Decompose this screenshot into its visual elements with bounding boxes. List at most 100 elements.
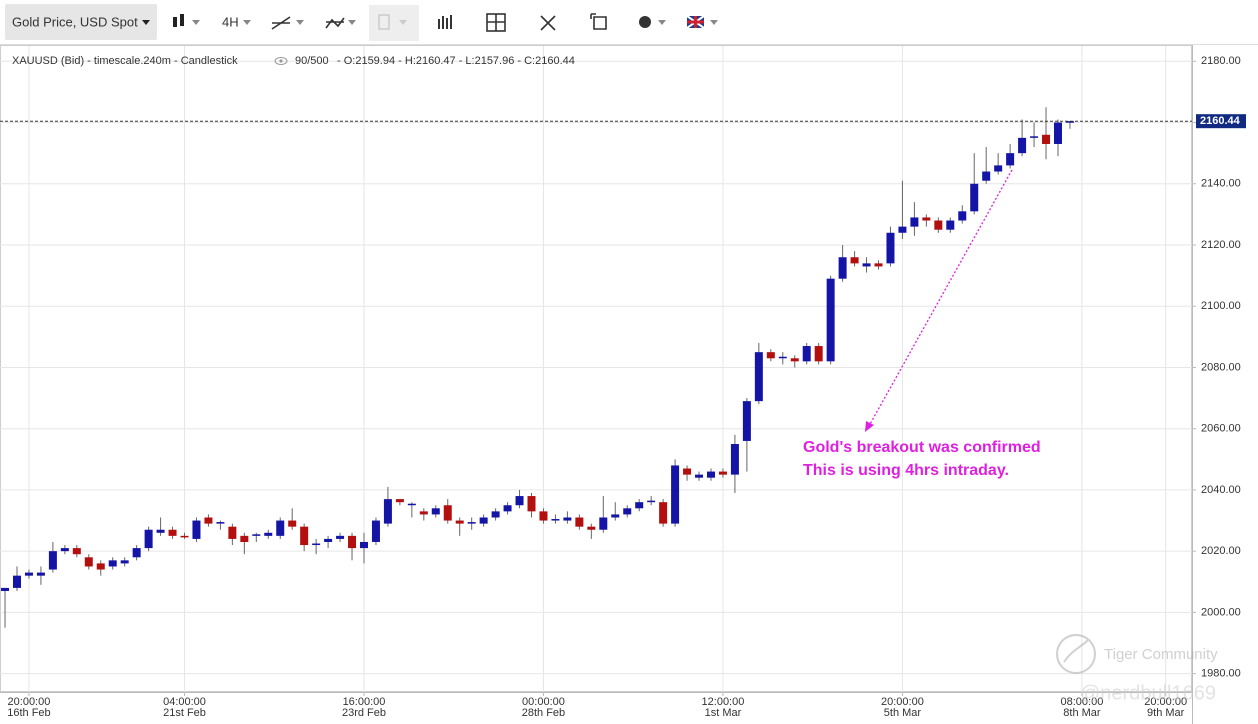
candle-body — [228, 526, 237, 539]
candle-body — [132, 548, 141, 558]
candle-body — [371, 520, 380, 542]
fullscreen-button[interactable] — [540, 15, 556, 31]
arrow-head — [865, 421, 874, 432]
candle-body — [48, 551, 57, 570]
draw-tool-button[interactable] — [271, 16, 304, 30]
candle-body — [659, 502, 668, 524]
watermark-user: @nerdbull1669 — [1080, 682, 1216, 704]
candle-body — [730, 444, 739, 475]
toolbar: Gold Price, USD Spot 4H — [0, 0, 1258, 45]
axes: 1980.00 2000.00 2020.00 2040.00 2060.00 2080.… — [0, 45, 1246, 724]
language-button[interactable] — [686, 15, 718, 29]
candle-body — [623, 508, 632, 515]
x-tick-date: 28th Feb — [522, 707, 565, 719]
crosshair-button[interactable] — [486, 13, 506, 32]
candle-body — [467, 522, 476, 524]
candle-body — [84, 557, 93, 567]
candle-body — [431, 508, 440, 515]
interval-button[interactable]: 4H — [222, 14, 239, 29]
candle-body — [144, 529, 153, 549]
dropdown-arrow[interactable] — [142, 20, 150, 25]
candle-body — [324, 538, 333, 542]
disabled-icon — [378, 14, 390, 30]
last-price-box — [1196, 114, 1246, 129]
candle-body — [479, 517, 488, 524]
x-tick-date: 23rd Feb — [342, 707, 386, 719]
candle-body — [850, 257, 859, 264]
candle-body — [754, 352, 763, 402]
x-tick-label: 20:00:00 — [8, 696, 51, 708]
candle-body — [180, 535, 189, 538]
x-tick-label: 08:00:00 — [1061, 696, 1104, 708]
candle-body — [168, 529, 177, 536]
watermark-logo — [1056, 634, 1096, 674]
candle-body — [156, 529, 165, 533]
candle-body — [742, 401, 751, 441]
candle-body — [790, 358, 799, 362]
candle-body — [515, 496, 524, 506]
x-tick-label: 04:00:00 — [163, 696, 206, 708]
candle-body — [1042, 134, 1051, 144]
y-tick-label: 2180.00 — [1201, 55, 1241, 67]
watermark-brand: Tiger Community — [1104, 646, 1218, 663]
watermark-logo-mark — [1063, 639, 1089, 663]
annotation-text: Gold's breakout was confirmed — [803, 439, 1041, 456]
candle-body — [898, 226, 907, 233]
candle-body — [240, 535, 249, 542]
chart-type-button[interactable] — [173, 14, 200, 27]
candle-body — [204, 517, 213, 524]
indicator-button[interactable] — [325, 17, 356, 29]
candle-body — [862, 263, 871, 267]
candle-body — [24, 572, 33, 576]
ohlc-info: - O:2159.94 - H:2160.47 - L:2157.96 - C:… — [337, 55, 575, 67]
candle-body — [419, 511, 428, 515]
plot-area — [0, 45, 1192, 692]
candle-body — [778, 356, 787, 359]
candle-body — [599, 517, 608, 530]
annotation: Gold's breakout was confirmed This is us… — [803, 169, 1041, 479]
disabled-button — [369, 5, 419, 41]
annotation-arrow — [868, 169, 1013, 427]
candle-body — [994, 165, 1003, 172]
candle-body — [276, 520, 285, 536]
x-tick-date: 5th Mar — [884, 707, 922, 719]
candle-body — [970, 183, 979, 212]
candle-body — [1006, 153, 1015, 166]
candle-body — [527, 496, 536, 512]
interval-arrow[interactable] — [243, 20, 251, 25]
candle-body — [934, 220, 943, 230]
volume-button[interactable] — [438, 15, 452, 29]
candle-body — [264, 532, 273, 536]
candle-body — [982, 171, 991, 181]
x-tick-date: 8th Mar — [1063, 707, 1101, 719]
x-tick-date: 16th Feb — [7, 707, 50, 719]
candle-body — [647, 500, 656, 503]
candle-body — [958, 211, 967, 221]
symbol-selector[interactable] — [5, 4, 157, 40]
candle-body — [491, 511, 500, 518]
y-tick-label: 2060.00 — [1201, 423, 1241, 435]
bar-count: 90/500 — [295, 55, 329, 67]
candle-body — [312, 543, 321, 546]
visibility-icon[interactable] — [274, 57, 288, 65]
candle-body — [359, 541, 368, 549]
candle-body — [695, 474, 704, 478]
candle-body — [108, 560, 117, 567]
candle-body — [826, 278, 835, 362]
candle-body — [36, 572, 45, 576]
candle-body — [718, 471, 727, 475]
candle-body — [455, 520, 464, 524]
x-tick-label: 16:00:00 — [343, 696, 386, 708]
candle-body — [96, 563, 105, 570]
symbol-name[interactable]: Gold Price, USD Spot — [12, 14, 138, 29]
annotation-text: This is using 4hrs intraday. — [803, 462, 1009, 479]
candle-body — [72, 548, 81, 555]
theme-button[interactable] — [639, 16, 666, 28]
candle-body — [587, 526, 596, 530]
x-tick-date: 9th Mar — [1147, 707, 1185, 719]
screenshot-button[interactable] — [590, 13, 607, 30]
candle-body — [922, 217, 931, 221]
y-tick-label: 2040.00 — [1201, 484, 1241, 496]
x-tick-label: 00:00:00 — [522, 696, 565, 708]
candle-body — [802, 346, 811, 362]
